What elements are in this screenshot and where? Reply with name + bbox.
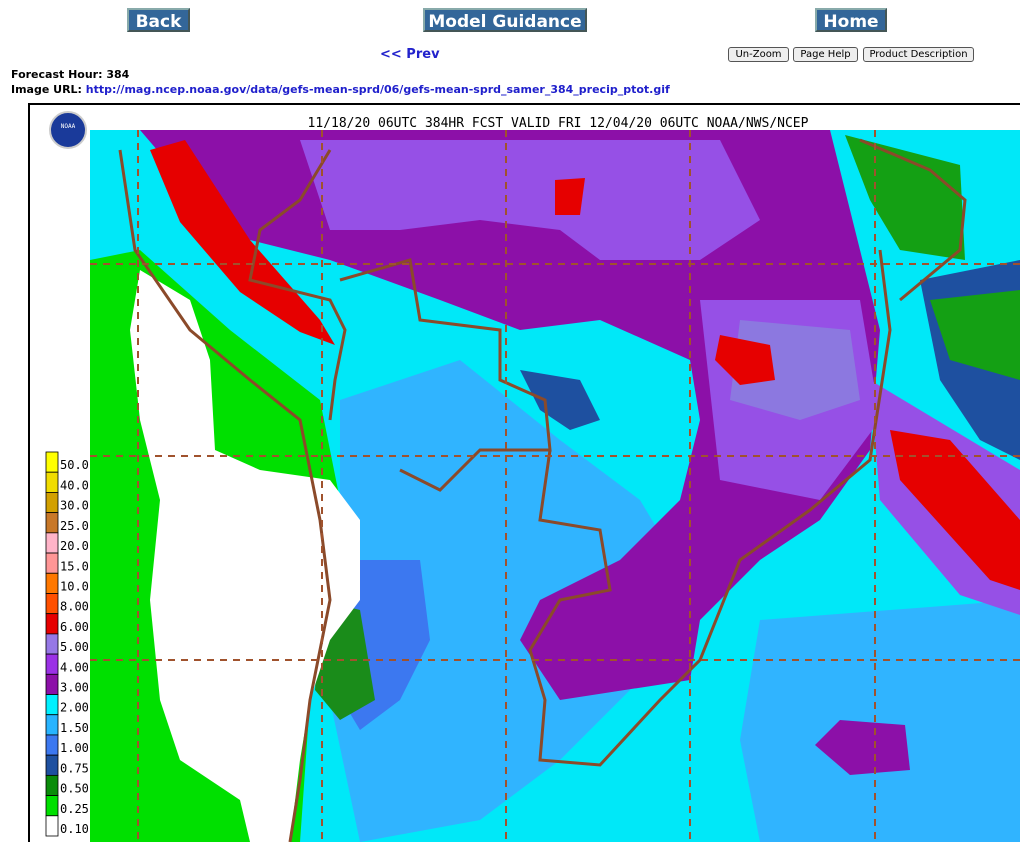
legend-swatch <box>45 815 59 837</box>
legend-swatch <box>45 532 59 554</box>
coast-line <box>859 138 967 302</box>
field-red <box>555 178 585 215</box>
label: Image URL: <box>11 83 82 96</box>
field-light-blue <box>740 600 1020 842</box>
lat-lon-grid <box>90 130 1020 842</box>
legend-swatch <box>45 471 59 493</box>
legend-swatch <box>45 512 59 534</box>
product-description-button[interactable]: Product Description <box>863 47 974 62</box>
field-red <box>715 335 775 385</box>
prev-link[interactable]: << Prev <box>380 47 440 62</box>
legend-label: 3.00 <box>60 681 89 695</box>
legend-label: 4.00 <box>60 660 89 674</box>
legend-swatch <box>45 492 59 514</box>
legend-swatch <box>45 653 59 675</box>
legend-label: 0.75 <box>60 761 89 775</box>
legend-label: 0.50 <box>60 782 89 796</box>
map-title: 11/18/20 06UTC 384HR FCST VALID FRI 12/0… <box>308 116 809 131</box>
border-line <box>339 258 552 492</box>
field-green <box>845 135 965 260</box>
back-button[interactable]: Back <box>127 8 190 32</box>
legend-swatch <box>45 572 59 594</box>
field-ocean-blank <box>130 270 360 842</box>
field-dark-blue <box>520 370 600 430</box>
field-red <box>890 430 1020 590</box>
field-green <box>930 290 1020 380</box>
borders <box>118 138 967 842</box>
legend-swatch <box>45 633 59 655</box>
legend-swatch <box>45 451 59 473</box>
legend-label: 5.00 <box>60 640 89 654</box>
legend-label: 2.00 <box>60 701 89 715</box>
legend-label: 15.0 <box>60 559 89 573</box>
legend-swatch <box>45 694 59 716</box>
legend-label: 6.00 <box>60 620 89 634</box>
legend-label: 25.0 <box>60 519 89 533</box>
legend-swatch <box>45 754 59 776</box>
legend-swatch <box>45 593 59 615</box>
field-purple <box>140 130 880 700</box>
noaa-logo <box>49 111 87 149</box>
forecast-map: NOAA 11/18/20 06UTC 384HR FCST VALID FRI… <box>28 103 1020 842</box>
model-guidance-button[interactable]: Model Guidance <box>423 8 587 32</box>
legend-label: 0.25 <box>60 802 89 816</box>
home-button[interactable]: Home <box>815 8 887 32</box>
field-red <box>150 140 335 345</box>
border-line <box>248 149 347 421</box>
value: 384 <box>106 68 130 81</box>
field-purple <box>815 720 910 775</box>
legend-swatch <box>45 734 59 756</box>
noaa-logo-text: NOAA <box>61 123 76 130</box>
image-url: Image URL: http://mag.ncep.noaa.gov/data… <box>11 83 670 96</box>
legend-label: 20.0 <box>60 539 89 553</box>
legend-swatch <box>45 673 59 695</box>
legend-label: 50.0 <box>60 458 89 472</box>
legend-swatch <box>45 613 59 635</box>
unzoom-button[interactable]: Un-Zoom <box>728 47 789 62</box>
legend-label: 10.0 <box>60 579 89 593</box>
border-line <box>528 249 892 767</box>
legend-swatch <box>45 795 59 817</box>
legend-swatch <box>45 774 59 796</box>
legend-label: 30.0 <box>60 499 89 513</box>
legend-label: 40.0 <box>60 478 89 492</box>
forecast-hour: Forecast Hour: 384 <box>11 68 129 81</box>
legend-label: 8.00 <box>60 600 89 614</box>
legend-label: 1.00 <box>60 741 89 755</box>
legend: 50.0 40.0 30.0 25.0 20.0 15.0 10.0 8.00 6.00 5.00… <box>45 451 89 837</box>
field-violet <box>300 140 760 260</box>
label: Forecast Hour: <box>11 68 103 81</box>
legend-swatch <box>45 552 59 574</box>
coast-line <box>118 149 332 842</box>
url-link[interactable]: http://mag.ncep.noaa.gov/data/gefs-mean-… <box>85 83 670 96</box>
legend-label: 0.10 <box>60 822 89 836</box>
legend-label: 1.50 <box>60 721 89 735</box>
legend-swatch <box>45 714 59 736</box>
page-help-button[interactable]: Page Help <box>793 47 858 62</box>
